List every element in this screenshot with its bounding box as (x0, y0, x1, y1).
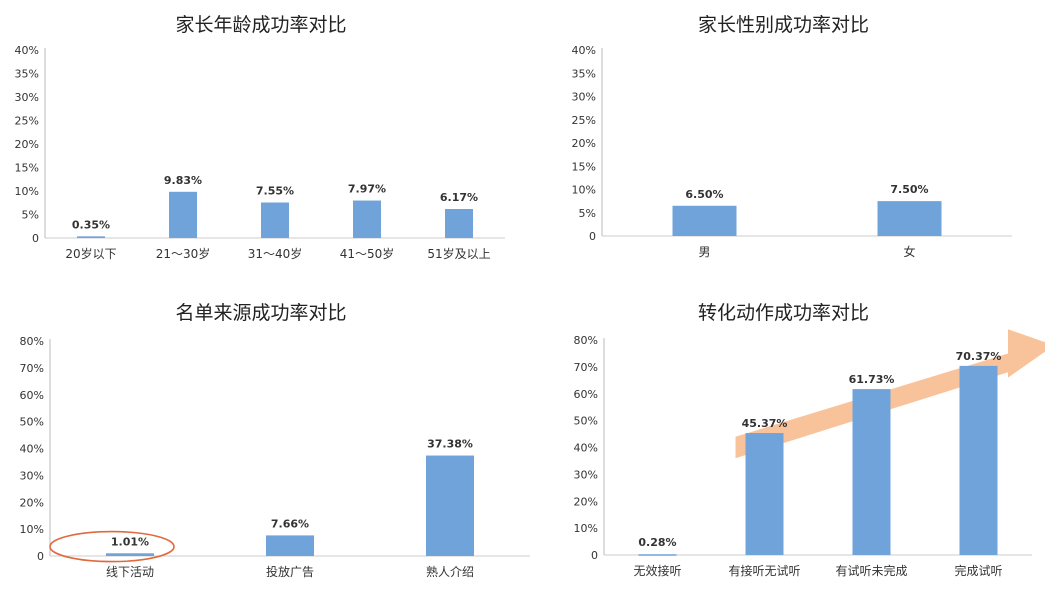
y-tick-label: 60% (20, 389, 44, 402)
bar (745, 433, 784, 555)
y-tick-label: 15% (572, 160, 596, 173)
data-label: 7.55% (256, 185, 294, 198)
chart-source-svg: 0 10% 20% 30% 40% 50% 60% 70% 80% 1.01% 7.66% 37.38… (20, 335, 530, 579)
bar (353, 200, 381, 238)
chart-gender-svg: 0 5% 10% 15% 20% 25% 30% 35% 40% 6.50% 7.50% 男 女 (572, 44, 1012, 259)
y-tick-label: 20% (574, 495, 598, 508)
x-tick-label: 女 (903, 244, 915, 259)
x-tick-label: 熟人介绍 (426, 564, 474, 579)
y-tick-label: 35% (572, 67, 596, 80)
chart-gender: 家长性别成功率对比 0 5% 10% 15% 20% 25% 30% 35% 40% 6.50% 7… (522, 0, 1045, 298)
y-tick-label: 20% (15, 138, 39, 151)
y-tick-label: 0 (591, 549, 598, 562)
x-tick-label: 31～40岁 (248, 246, 303, 261)
y-tick-label: 70% (574, 361, 598, 374)
x-tick-label: 有试听未完成 (835, 563, 907, 578)
y-tick-label: 50% (20, 416, 44, 429)
y-tick-label: 40% (574, 442, 598, 455)
x-tick-label: 21～30岁 (156, 246, 211, 261)
y-tick-label: 40% (20, 443, 44, 456)
chart-age-svg: 0 5% 10% 15% 20% 25% 30% 35% 40% 0.35% 9.83% 7.55% 7… (15, 44, 505, 261)
y-tick-label: 30% (572, 91, 596, 104)
bar (672, 205, 737, 236)
chart-conversion: 转化动作成功率对比 0 10% 20% 30% 40% 50% 60% 70% 80% 0.28%… (522, 298, 1045, 597)
y-tick-label: 5% (579, 207, 596, 220)
chart-age: 家长年龄成功率对比 0 5% 10% 15% 20% 25% 30% 35% 40% 0.35% 9… (0, 0, 522, 298)
x-tick-label: 线下活动 (106, 565, 154, 579)
y-tick-label: 0 (589, 230, 596, 243)
x-tick-label: 完成试听 (954, 563, 1002, 578)
x-tick-label: 有接听无试听 (728, 563, 800, 578)
bar (426, 455, 474, 556)
y-tick-label: 10% (20, 523, 44, 536)
y-tick-label: 80% (574, 334, 598, 347)
data-label: 61.73% (849, 373, 895, 386)
y-tick-label: 25% (15, 115, 39, 128)
x-tick-label: 41～50岁 (340, 246, 395, 261)
data-label: 6.50% (685, 188, 723, 201)
x-tick-label: 20岁以下 (65, 246, 116, 261)
y-tick-label: 0 (32, 232, 39, 245)
data-label: 7.97% (348, 183, 386, 196)
bar (877, 201, 942, 236)
data-label: 9.83% (164, 174, 202, 187)
y-tick-label: 35% (15, 68, 39, 81)
y-tick-label: 10% (574, 522, 598, 535)
data-label: 70.37% (956, 350, 1002, 363)
data-label: 7.66% (271, 517, 309, 530)
data-label: 0.35% (72, 218, 110, 231)
x-tick-label: 51岁及以上 (427, 246, 490, 261)
y-tick-label: 10% (572, 184, 596, 197)
x-tick-label: 男 (698, 245, 710, 259)
highlight-ellipse (49, 530, 175, 563)
y-tick-label: 5% (22, 209, 39, 222)
y-tick-label: 10% (15, 185, 39, 198)
bar (445, 209, 473, 238)
bar (77, 236, 105, 238)
bar (266, 535, 314, 556)
chart-conversion-svg: 0 10% 20% 30% 40% 50% 60% 70% 80% 0.28% 45.37% 61.7… (574, 329, 1045, 578)
data-label: 7.50% (890, 183, 928, 196)
chart-title: 转化动作成功率对比 (697, 302, 869, 324)
data-label: 0.28% (638, 536, 676, 549)
data-label: 45.37% (742, 417, 788, 430)
bar (959, 365, 998, 555)
bar (638, 554, 677, 556)
y-tick-label: 30% (15, 91, 39, 104)
x-tick-label: 无效接听 (633, 563, 681, 578)
data-label: 6.17% (440, 191, 478, 204)
chart-source: 名单来源成功率对比 0 10% 20% 30% 40% 50% 60% 70% 80% 1.01%… (0, 298, 530, 597)
y-tick-label: 20% (572, 137, 596, 150)
bar (852, 389, 891, 555)
y-tick-label: 40% (15, 44, 39, 57)
y-tick-label: 70% (20, 362, 44, 375)
y-tick-label: 40% (572, 44, 596, 57)
y-tick-label: 15% (15, 162, 39, 175)
bar (169, 191, 197, 238)
chart-title: 家长性别成功率对比 (697, 14, 869, 36)
y-tick-label: 50% (574, 415, 598, 428)
bar (261, 202, 289, 238)
y-tick-label: 30% (20, 469, 44, 482)
y-tick-label: 0 (37, 550, 44, 563)
chart-title: 名单来源成功率对比 (175, 302, 347, 324)
data-label: 1.01% (111, 535, 149, 548)
data-label: 37.38% (427, 438, 473, 451)
y-tick-label: 80% (20, 335, 44, 348)
y-tick-label: 20% (20, 496, 44, 509)
bar (106, 553, 154, 556)
y-tick-label: 60% (574, 388, 598, 401)
x-tick-label: 投放广告 (266, 564, 314, 579)
y-tick-label: 25% (572, 114, 596, 127)
chart-title: 家长年龄成功率对比 (175, 14, 347, 36)
y-tick-label: 30% (574, 468, 598, 481)
